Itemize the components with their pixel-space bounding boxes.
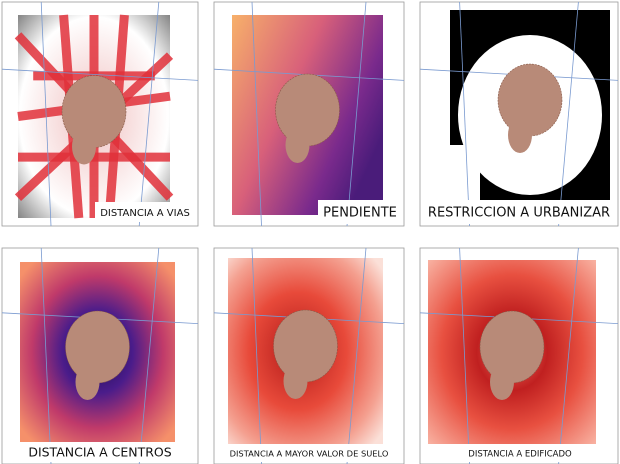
urban-area <box>273 309 338 383</box>
river <box>251 247 262 464</box>
map-panel: DISTANCIA A EDIFICADO <box>419 247 619 464</box>
panel-label: RESTRICCION A URBANIZAR <box>428 206 610 221</box>
urban-area <box>285 127 310 163</box>
panel-label: DISTANCIA A VIAS <box>100 208 190 219</box>
urban-area <box>65 310 130 384</box>
river <box>346 1 367 227</box>
river <box>40 1 52 227</box>
urban-area <box>479 310 545 384</box>
label-box <box>95 202 195 222</box>
urban-area <box>490 364 514 400</box>
urban-area <box>275 73 340 147</box>
urban-area <box>61 75 127 148</box>
river <box>251 1 262 227</box>
river <box>1 68 199 81</box>
panel-label: DISTANCIA A CENTROS <box>28 445 171 460</box>
urban-area <box>72 128 96 165</box>
river <box>138 1 160 227</box>
map-panel: RESTRICCION A URBANIZAR <box>419 1 619 227</box>
river <box>138 247 160 464</box>
river <box>40 247 52 464</box>
urban-area <box>508 117 532 153</box>
river <box>558 247 579 464</box>
map-panel: DISTANCIA A CENTROS <box>1 247 199 464</box>
panel-label: DISTANCIA A MAYOR VALOR DE SUELO <box>230 449 389 459</box>
label-box <box>318 200 402 224</box>
river <box>459 247 470 464</box>
urban-area <box>75 364 100 400</box>
urban-area <box>497 63 563 137</box>
panel-label: DISTANCIA A EDIFICADO <box>468 450 572 460</box>
panel-label: PENDIENTE <box>323 206 397 221</box>
map-panel: DISTANCIA A VIAS <box>1 1 199 227</box>
urban-area <box>283 363 308 399</box>
allowed-area <box>450 145 480 205</box>
river <box>459 1 470 227</box>
river <box>346 247 367 464</box>
river <box>558 1 579 227</box>
label-box <box>4 442 196 462</box>
label-box <box>216 444 402 462</box>
map-panel: DISTANCIA A MAYOR VALOR DE SUELO <box>213 247 405 464</box>
map-panel: PENDIENTE <box>213 1 405 227</box>
label-box <box>422 200 616 224</box>
label-box <box>424 444 616 462</box>
